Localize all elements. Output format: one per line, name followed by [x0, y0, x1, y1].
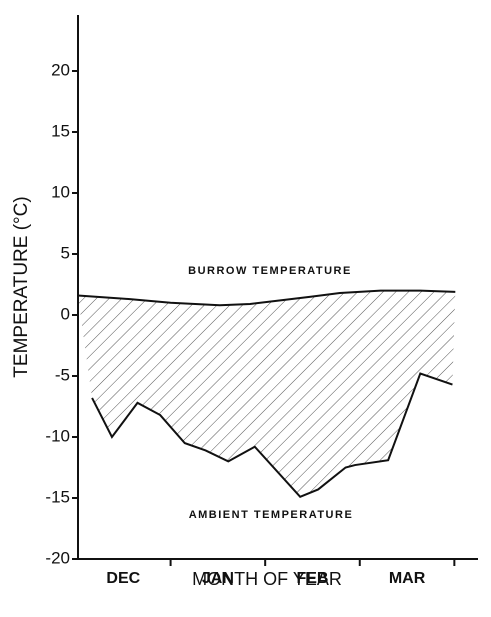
annotation: AMBIENT TEMPERATURE — [189, 509, 354, 521]
y-tick-label: 15 — [51, 121, 70, 140]
y-tick-label: 20 — [51, 60, 70, 79]
x-category-label: DEC — [106, 570, 140, 587]
x-category-label: FEB — [296, 570, 328, 587]
y-tick-label: -5 — [55, 365, 70, 384]
y-tick-label: 0 — [61, 304, 70, 323]
y-tick-label: 5 — [61, 243, 70, 262]
x-axis-label: MONTH OF YEAR — [192, 569, 342, 589]
y-tick-label: 10 — [51, 182, 70, 201]
annotation: BURROW TEMPERATURE — [188, 265, 352, 277]
y-axis-label: TEMPERATURE (°C) — [11, 196, 32, 377]
y-tick-label: -10 — [45, 426, 70, 445]
y-tick-label: -15 — [45, 487, 70, 506]
hatched-area — [77, 290, 456, 497]
x-category-label: MAR — [389, 570, 426, 587]
x-category-label: JAN — [202, 570, 234, 587]
series-line — [91, 372, 453, 498]
y-tick-label: -20 — [45, 548, 70, 567]
series-line — [77, 289, 456, 307]
